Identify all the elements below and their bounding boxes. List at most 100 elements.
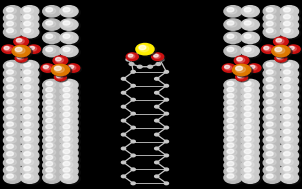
Circle shape: [227, 100, 237, 106]
Circle shape: [266, 29, 276, 35]
Circle shape: [284, 100, 291, 104]
Circle shape: [63, 81, 70, 86]
Circle shape: [227, 162, 237, 168]
Circle shape: [283, 122, 293, 128]
Circle shape: [235, 57, 251, 66]
Circle shape: [266, 63, 276, 69]
Circle shape: [4, 120, 22, 131]
Circle shape: [223, 64, 237, 73]
Circle shape: [5, 173, 24, 185]
Circle shape: [46, 106, 53, 110]
Circle shape: [241, 153, 259, 165]
Circle shape: [250, 65, 255, 68]
Circle shape: [63, 94, 73, 100]
Circle shape: [61, 93, 80, 105]
Circle shape: [5, 7, 24, 19]
Circle shape: [63, 106, 73, 112]
Circle shape: [244, 34, 254, 40]
Circle shape: [61, 80, 80, 92]
Circle shape: [63, 21, 73, 27]
Circle shape: [63, 168, 73, 174]
Circle shape: [6, 8, 16, 14]
Circle shape: [6, 22, 16, 28]
Circle shape: [283, 85, 293, 91]
Circle shape: [46, 47, 53, 52]
Circle shape: [24, 137, 34, 143]
Circle shape: [24, 8, 31, 12]
Circle shape: [282, 69, 301, 81]
Circle shape: [262, 46, 277, 54]
Circle shape: [224, 116, 242, 128]
Circle shape: [244, 100, 254, 106]
Circle shape: [265, 165, 284, 177]
Circle shape: [241, 129, 259, 140]
Circle shape: [280, 165, 298, 176]
Circle shape: [43, 141, 61, 153]
Circle shape: [44, 173, 63, 185]
Circle shape: [22, 27, 41, 39]
Circle shape: [7, 129, 14, 134]
Circle shape: [22, 91, 41, 103]
Circle shape: [243, 20, 262, 32]
Circle shape: [21, 6, 39, 17]
Circle shape: [266, 129, 276, 136]
Circle shape: [43, 98, 61, 109]
Circle shape: [227, 94, 237, 100]
Circle shape: [244, 106, 251, 110]
Circle shape: [43, 6, 61, 17]
Circle shape: [21, 60, 39, 72]
Circle shape: [277, 56, 281, 59]
Circle shape: [129, 63, 134, 65]
Circle shape: [265, 136, 284, 148]
Circle shape: [6, 63, 16, 69]
Circle shape: [227, 174, 234, 178]
Circle shape: [43, 160, 61, 171]
Circle shape: [43, 147, 61, 159]
Circle shape: [61, 142, 80, 154]
Circle shape: [227, 81, 234, 86]
Circle shape: [24, 100, 31, 104]
Circle shape: [7, 85, 14, 89]
Circle shape: [121, 77, 126, 80]
Circle shape: [67, 64, 82, 73]
Circle shape: [22, 128, 41, 140]
Circle shape: [148, 65, 153, 68]
Circle shape: [7, 8, 14, 12]
Circle shape: [29, 46, 37, 51]
Circle shape: [24, 15, 31, 19]
Circle shape: [46, 34, 56, 40]
Circle shape: [263, 90, 281, 101]
Circle shape: [283, 137, 293, 143]
Circle shape: [54, 66, 64, 73]
Circle shape: [244, 162, 254, 168]
Circle shape: [43, 79, 61, 91]
Circle shape: [63, 143, 73, 149]
Circle shape: [4, 90, 22, 101]
Circle shape: [283, 100, 293, 106]
Circle shape: [46, 168, 56, 174]
Circle shape: [266, 62, 273, 67]
Circle shape: [4, 13, 22, 24]
Circle shape: [263, 60, 281, 72]
Circle shape: [243, 167, 262, 179]
Circle shape: [21, 98, 39, 109]
Circle shape: [275, 47, 282, 52]
Circle shape: [264, 46, 271, 51]
Circle shape: [21, 112, 39, 124]
Circle shape: [152, 53, 164, 60]
Circle shape: [224, 86, 242, 97]
Circle shape: [22, 76, 41, 88]
Circle shape: [265, 61, 284, 73]
Circle shape: [24, 152, 31, 156]
Circle shape: [7, 159, 14, 163]
Circle shape: [227, 162, 234, 166]
Circle shape: [46, 47, 56, 54]
Circle shape: [289, 46, 294, 50]
Circle shape: [61, 148, 80, 160]
Circle shape: [241, 19, 259, 30]
Circle shape: [224, 6, 242, 17]
Circle shape: [225, 142, 244, 154]
Circle shape: [266, 100, 276, 106]
Circle shape: [24, 174, 34, 180]
Circle shape: [244, 8, 254, 14]
